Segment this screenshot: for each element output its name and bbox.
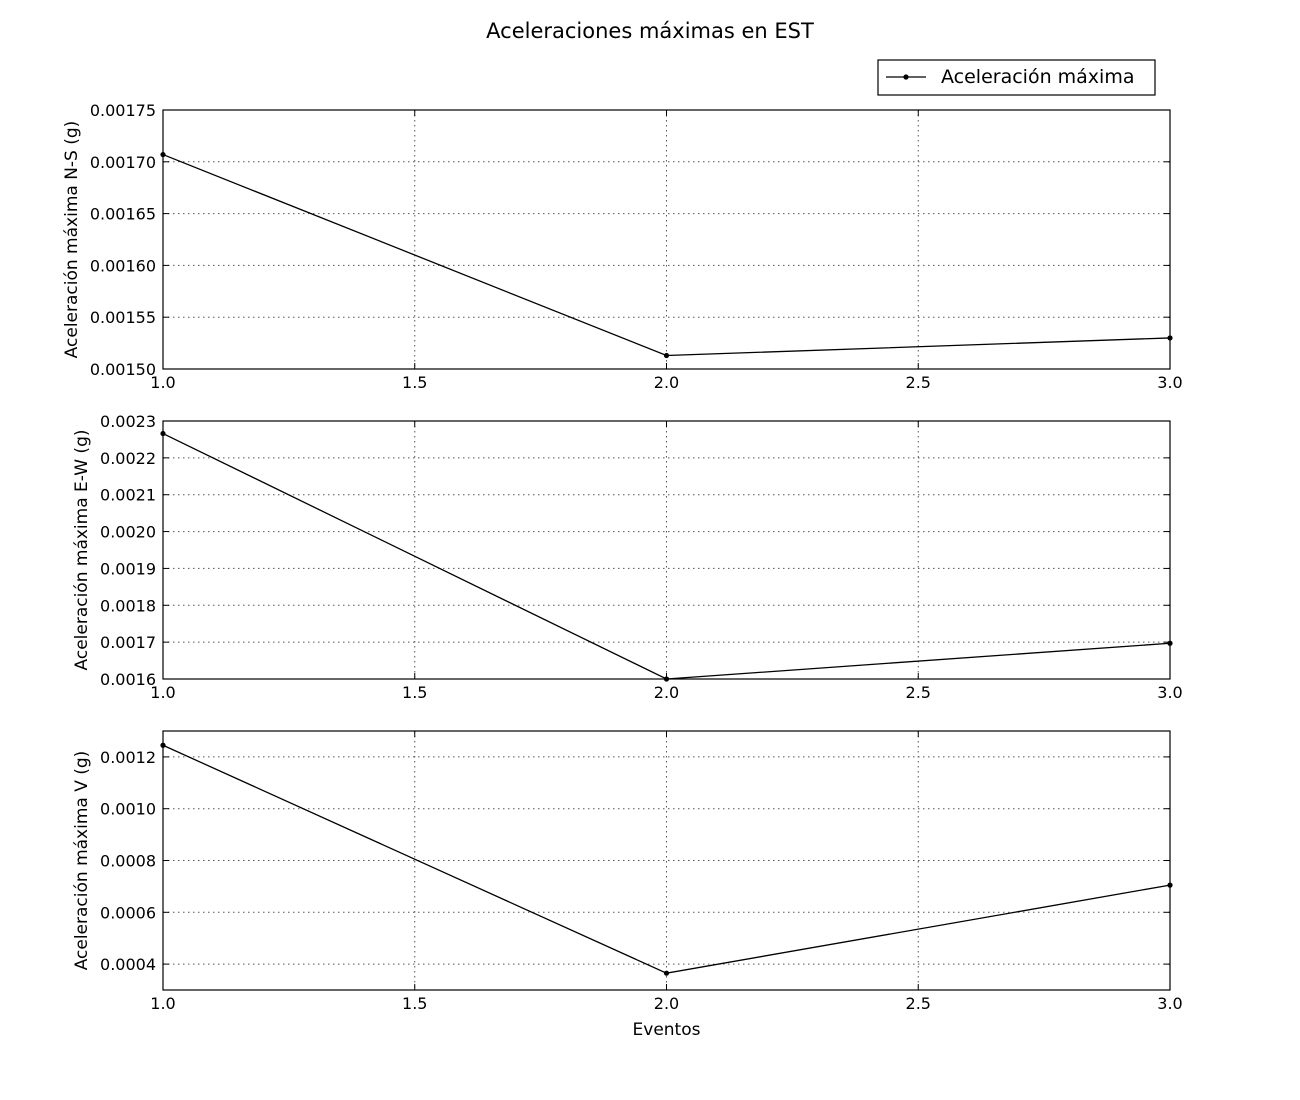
- subplot-group: 1.0 1.5 2.0 2.5 3.0 0.00150 0.00155 0.00160 0.00…: [62, 101, 1183, 1040]
- data-point: [160, 430, 166, 437]
- x-tick-label: 1.5: [402, 994, 427, 1013]
- data-point: [663, 676, 670, 682]
- x-tick-label: 1.5: [402, 683, 427, 702]
- x-tick-label: 2.0: [654, 994, 679, 1013]
- subplot-2: 1.0 1.5 2.0 2.5 3.0 0.0016 0.0017 0.0018 0.0019 0…: [72, 412, 1183, 702]
- legend-label: Aceleración máxima: [941, 66, 1134, 88]
- y-tick-label: 0.00165: [90, 205, 156, 224]
- subplot-3: 1.0 1.5 2.0 2.5 3.0 0.0004 0.0006 0.0008 0.0010 0…: [72, 730, 1183, 1040]
- y-tick-label: 0.0008: [100, 852, 156, 871]
- x-tick-label: 2.0: [654, 683, 679, 702]
- subplot-1: 1.0 1.5 2.0 2.5 3.0 0.00150 0.00155 0.00160 0.00…: [62, 101, 1183, 392]
- y-tick-label: 0.0017: [100, 633, 156, 652]
- x-axis-label: Eventos: [633, 1020, 701, 1040]
- data-point: [160, 742, 166, 748]
- x-tick-label: 3.0: [1157, 994, 1182, 1013]
- legend: Aceleración máxima: [877, 59, 1156, 96]
- y-tick-label: 0.0012: [100, 748, 156, 767]
- y-tick-label: 0.00155: [90, 308, 156, 327]
- x-tick-label: 2.5: [906, 683, 931, 702]
- y-tick-label: 0.0020: [100, 523, 156, 542]
- y-tick-label: 0.0018: [100, 596, 156, 615]
- y-tick-label: 0.00160: [90, 256, 156, 275]
- x-tick-label: 1.0: [150, 994, 175, 1013]
- y-tick-label: 0.00170: [90, 153, 156, 172]
- y-tick-label: 0.0023: [100, 412, 156, 431]
- y-axis-label: Aceleración máxima E-W (g): [72, 430, 92, 671]
- chart-title: Aceleraciones máximas en EST: [486, 19, 814, 43]
- data-point: [1167, 335, 1173, 341]
- data-point: [663, 970, 670, 976]
- data-point: [1167, 640, 1173, 646]
- x-tick-label: 2.0: [654, 373, 679, 392]
- x-tick-label: 2.5: [906, 994, 931, 1013]
- x-tick-label: 1.5: [402, 373, 427, 392]
- x-tick-label: 3.0: [1157, 373, 1182, 392]
- y-tick-label: 0.0016: [100, 670, 156, 689]
- y-tick-label: 0.0006: [100, 903, 156, 922]
- y-tick-label: 0.0021: [100, 486, 156, 505]
- data-point: [160, 151, 166, 158]
- data-point: [1167, 882, 1173, 888]
- x-tick-label: 1.0: [150, 683, 175, 702]
- y-axis-label: Aceleración máxima V (g): [72, 751, 92, 971]
- y-tick-label: 0.0004: [100, 955, 156, 974]
- series-line: [162, 744, 1171, 974]
- y-tick-label: 0.00150: [90, 360, 156, 379]
- plot-frame: [162, 420, 1171, 680]
- legend-point-marker: [903, 74, 909, 80]
- y-tick-label: 0.0010: [100, 800, 156, 819]
- y-tick-label: 0.0022: [100, 449, 156, 468]
- x-tick-label: 3.0: [1157, 683, 1182, 702]
- y-axis-label: Aceleración máxima N-S (g): [62, 121, 82, 359]
- data-point: [663, 352, 670, 359]
- x-tick-label: 2.5: [906, 373, 931, 392]
- y-tick-label: 0.00175: [90, 101, 156, 120]
- y-tick-label: 0.0019: [100, 559, 156, 578]
- x-tick-label: 1.0: [150, 373, 175, 392]
